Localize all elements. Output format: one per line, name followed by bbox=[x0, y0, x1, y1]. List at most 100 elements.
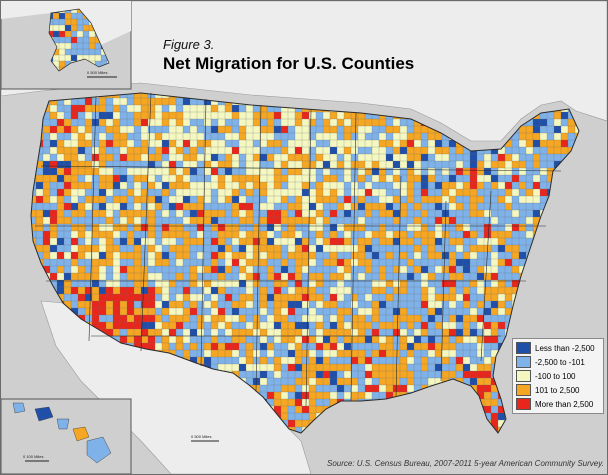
county-cell bbox=[364, 174, 373, 183]
county-cell bbox=[532, 279, 541, 288]
county-cell bbox=[308, 251, 317, 260]
county-cell bbox=[322, 293, 331, 302]
county-cell bbox=[378, 223, 387, 232]
county-cell bbox=[357, 216, 366, 225]
county-cell bbox=[133, 202, 142, 211]
county-cell bbox=[392, 111, 401, 120]
county-cell bbox=[273, 237, 282, 246]
county-cell bbox=[315, 195, 324, 204]
county-cell bbox=[147, 272, 156, 281]
county-cell bbox=[539, 160, 548, 169]
county-cell bbox=[252, 251, 261, 260]
county-cell bbox=[94, 54, 102, 62]
county-cell bbox=[273, 153, 282, 162]
county-cell bbox=[336, 328, 345, 337]
county-cell bbox=[259, 314, 268, 323]
county-cell bbox=[84, 174, 93, 183]
county-cell bbox=[315, 160, 324, 169]
county-cell bbox=[119, 132, 128, 141]
county-cell bbox=[266, 265, 275, 274]
county-cell bbox=[413, 370, 422, 379]
county-cell bbox=[582, 126, 589, 133]
legend-swatch bbox=[516, 342, 531, 354]
county-cell bbox=[252, 160, 261, 169]
county-cell bbox=[553, 195, 562, 204]
county-cell bbox=[441, 398, 450, 407]
county-cell bbox=[322, 314, 331, 323]
county-cell bbox=[84, 216, 93, 225]
county-cell bbox=[371, 244, 380, 253]
county-cell bbox=[189, 93, 198, 99]
county-cell bbox=[371, 349, 380, 358]
county-cell bbox=[42, 370, 51, 379]
county-cell bbox=[462, 237, 471, 246]
county-cell bbox=[105, 272, 114, 281]
county-cell bbox=[238, 230, 247, 239]
county-cell bbox=[112, 132, 121, 141]
county-cell bbox=[582, 287, 589, 294]
county-cell bbox=[42, 356, 51, 365]
county-cell bbox=[82, 36, 90, 44]
county-cell bbox=[343, 384, 352, 393]
county-cell bbox=[147, 335, 156, 344]
county-cell bbox=[70, 54, 78, 62]
county-cell bbox=[420, 307, 429, 316]
county-cell bbox=[553, 328, 562, 337]
county-cell bbox=[77, 139, 86, 148]
county-cell bbox=[371, 160, 380, 169]
county-cell bbox=[147, 104, 156, 113]
county-cell bbox=[350, 391, 359, 400]
county-cell bbox=[49, 209, 58, 218]
county-cell bbox=[553, 188, 562, 197]
county-cell bbox=[280, 307, 289, 316]
county-cell bbox=[399, 188, 408, 197]
county-cell bbox=[42, 237, 51, 246]
county-cell bbox=[385, 307, 394, 316]
county-cell bbox=[245, 153, 254, 162]
county-cell bbox=[448, 398, 457, 407]
county-cell bbox=[420, 314, 429, 323]
county-cell bbox=[238, 349, 247, 358]
county-cell bbox=[315, 167, 324, 176]
county-cell bbox=[259, 307, 268, 316]
county-cell bbox=[308, 335, 317, 344]
county-cell bbox=[126, 104, 135, 113]
county-cell bbox=[105, 286, 114, 295]
county-cell bbox=[448, 237, 457, 246]
county-cell bbox=[462, 342, 471, 351]
county-cell bbox=[245, 370, 254, 379]
county-cell bbox=[294, 244, 303, 253]
county-cell bbox=[497, 314, 506, 323]
county-cell bbox=[582, 434, 589, 441]
county-cell bbox=[322, 300, 331, 309]
county-cell bbox=[455, 384, 464, 393]
county-cell bbox=[70, 174, 79, 183]
county-cell bbox=[301, 244, 310, 253]
county-cell bbox=[567, 223, 576, 232]
county-cell bbox=[35, 93, 44, 99]
county-cell bbox=[539, 314, 548, 323]
county-cell bbox=[322, 174, 331, 183]
county-cell bbox=[308, 398, 317, 407]
county-cell bbox=[280, 202, 289, 211]
county-cell bbox=[98, 153, 107, 162]
county-cell bbox=[84, 230, 93, 239]
county-cell bbox=[196, 265, 205, 274]
county-cell bbox=[399, 237, 408, 246]
county-cell bbox=[42, 286, 51, 295]
county-cell bbox=[42, 181, 51, 190]
county-cell bbox=[498, 434, 505, 441]
county-cell bbox=[371, 209, 380, 218]
county-cell bbox=[154, 328, 163, 337]
county-cell bbox=[343, 377, 352, 386]
county-cell bbox=[553, 223, 562, 232]
county-cell bbox=[385, 321, 394, 330]
county-cell bbox=[245, 223, 254, 232]
county-cell bbox=[42, 251, 51, 260]
county-cell bbox=[336, 125, 345, 134]
county-cell bbox=[378, 405, 387, 414]
county-cell bbox=[532, 286, 541, 295]
county-cell bbox=[245, 251, 254, 260]
county-cell bbox=[441, 321, 450, 330]
county-cell bbox=[91, 293, 100, 302]
